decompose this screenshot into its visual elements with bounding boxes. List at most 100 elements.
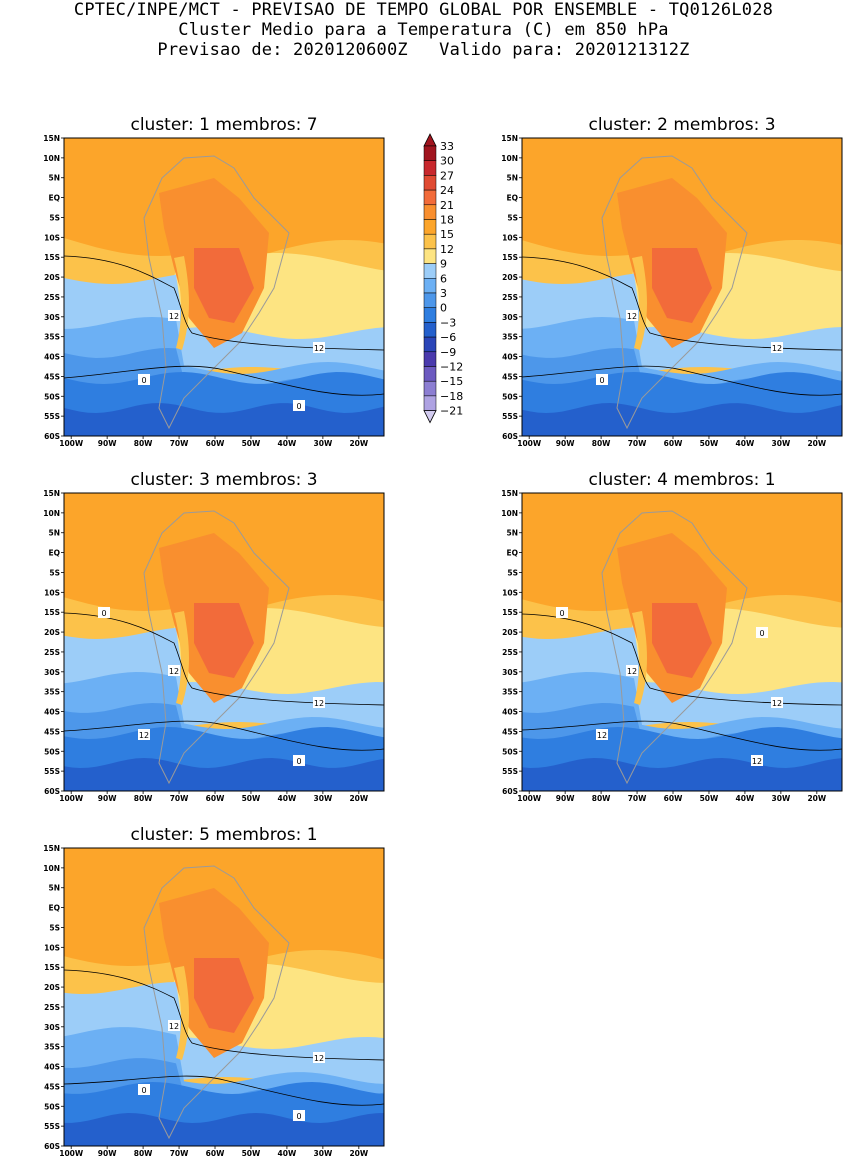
lon-tick-label: 80W bbox=[592, 794, 611, 803]
lon-tick-label: 70W bbox=[170, 1149, 189, 1157]
lat-tick-label: 45S bbox=[44, 1082, 60, 1091]
lat-tick-label: 5N bbox=[49, 884, 61, 893]
lat-tick-label: 20S bbox=[44, 628, 60, 637]
lat-tick-label: 15S bbox=[502, 253, 518, 262]
contour-label: 12 bbox=[772, 344, 782, 353]
colorbar-label: 27 bbox=[440, 169, 454, 182]
lon-tick-label: 30W bbox=[314, 794, 333, 803]
colorbar-segment bbox=[423, 263, 437, 279]
contour-label: 0 bbox=[296, 757, 301, 766]
colorbar-label: 3 bbox=[440, 287, 447, 300]
lon-tick-label: 60W bbox=[664, 794, 683, 803]
lon-tick-label: 100W bbox=[59, 794, 84, 803]
lat-tick-label: 5S bbox=[507, 568, 518, 577]
colorbar-segment bbox=[423, 322, 437, 338]
lat-tick-label: 20S bbox=[44, 983, 60, 992]
contour-label: 12 bbox=[627, 312, 637, 321]
contour-label: 0 bbox=[296, 402, 301, 411]
lat-tick-label: 25S bbox=[44, 648, 60, 657]
colorbar-segment bbox=[423, 248, 437, 264]
lon-tick-label: 70W bbox=[170, 439, 189, 448]
lon-tick-label: 20W bbox=[807, 794, 826, 803]
lat-tick-label: 60S bbox=[44, 787, 60, 796]
lon-tick-label: 100W bbox=[517, 439, 542, 448]
lat-tick-label: 10N bbox=[501, 509, 518, 518]
lon-tick-label: 70W bbox=[628, 794, 647, 803]
lat-tick-label: EQ bbox=[49, 549, 61, 558]
lat-tick-label: 15N bbox=[43, 134, 60, 143]
lat-tick-label: 10N bbox=[501, 154, 518, 163]
lat-tick-label: 10S bbox=[44, 233, 60, 242]
lat-tick-label: 30S bbox=[502, 668, 518, 677]
lon-tick-label: 70W bbox=[170, 794, 189, 803]
contour-label: 12 bbox=[597, 731, 607, 740]
colorbar-label: −9 bbox=[440, 346, 456, 359]
lon-tick-label: 80W bbox=[134, 439, 153, 448]
lon-tick-label: 50W bbox=[700, 439, 719, 448]
lat-tick-label: EQ bbox=[49, 904, 61, 913]
colorbar-segment bbox=[423, 204, 437, 220]
colorbar-segment bbox=[423, 351, 437, 367]
lon-tick-label: 40W bbox=[278, 439, 297, 448]
contour-label: 0 bbox=[559, 609, 564, 618]
map-panel-3: 12 12 12 0 0 cluster: 3 membros: 3 15N 10N 5N EQ 5… bbox=[43, 470, 385, 803]
lon-tick-label: 30W bbox=[314, 1149, 333, 1157]
lat-tick-label: 15N bbox=[501, 134, 518, 143]
lat-tick-label: 5S bbox=[49, 213, 60, 222]
lat-tick-label: 45S bbox=[44, 727, 60, 736]
lat-tick-label: 20S bbox=[502, 628, 518, 637]
lon-tick-label: 90W bbox=[556, 794, 575, 803]
lat-tick-label: 5N bbox=[49, 174, 61, 183]
colorbar-label: 6 bbox=[440, 272, 447, 285]
colorbar-label: −18 bbox=[440, 390, 463, 403]
lat-tick-label: 15N bbox=[501, 489, 518, 498]
lat-tick-label: EQ bbox=[507, 194, 519, 203]
colorbar-segment bbox=[423, 233, 437, 250]
map-panel-5: 12 12 0 0 cluster: 5 membros: 1 15N 10N 5N EQ 5S 1… bbox=[43, 825, 385, 1157]
map-panel-2: 12 12 0 cluster: 2 membros: 3 15N 10N 5N EQ 5S 10… bbox=[501, 115, 843, 448]
lat-tick-label: 50S bbox=[44, 392, 60, 401]
lat-tick-label: 60S bbox=[44, 432, 60, 441]
contour-label: 0 bbox=[141, 376, 146, 385]
colorbar-segment bbox=[423, 189, 437, 206]
lat-tick-label: 25S bbox=[44, 293, 60, 302]
map-panel-4: 12 12 12 12 0 0 cluster: 4 membros: 1 15N 10N 5N E… bbox=[501, 470, 843, 803]
lat-tick-label: 10N bbox=[43, 509, 60, 518]
contour-label: 12 bbox=[314, 699, 324, 708]
panel-title: cluster: 1 membros: 7 bbox=[130, 115, 317, 135]
lon-tick-label: 20W bbox=[349, 1149, 368, 1157]
lon-tick-label: 50W bbox=[242, 794, 261, 803]
lat-tick-label: 10S bbox=[44, 943, 60, 952]
lon-tick-label: 80W bbox=[592, 439, 611, 448]
contour-label: 12 bbox=[752, 757, 762, 766]
lat-tick-label: 10S bbox=[502, 588, 518, 597]
lon-tick-label: 70W bbox=[628, 439, 647, 448]
lon-tick-label: 20W bbox=[349, 794, 368, 803]
contour-label: 0 bbox=[599, 376, 604, 385]
lat-tick-label: 15S bbox=[44, 963, 60, 972]
colorbar-segment bbox=[423, 160, 437, 176]
lon-tick-label: 60W bbox=[206, 439, 225, 448]
colorbar-segment bbox=[423, 219, 437, 235]
colorbar-segment bbox=[423, 366, 437, 382]
lat-tick-label: 15N bbox=[43, 489, 60, 498]
lat-tick-label: 45S bbox=[44, 372, 60, 381]
colorbar-label: 15 bbox=[440, 228, 454, 241]
contour-label: 12 bbox=[139, 731, 149, 740]
colorbar-label: 21 bbox=[440, 199, 454, 212]
lon-tick-label: 40W bbox=[278, 794, 297, 803]
lon-tick-label: 90W bbox=[98, 794, 117, 803]
lat-tick-label: 10S bbox=[502, 233, 518, 242]
lat-tick-label: 40S bbox=[502, 353, 518, 362]
lon-tick-label: 80W bbox=[134, 794, 153, 803]
contour-label: 12 bbox=[772, 699, 782, 708]
lat-tick-label: 45S bbox=[502, 372, 518, 381]
colorbar-label: 12 bbox=[440, 243, 454, 256]
lat-tick-label: 35S bbox=[502, 688, 518, 697]
lat-tick-label: 20S bbox=[44, 273, 60, 282]
lat-tick-label: 10N bbox=[43, 864, 60, 873]
page-dates: Previsao de: 2020120600Z Valido para: 20… bbox=[157, 40, 690, 60]
lat-tick-label: 35S bbox=[44, 688, 60, 697]
